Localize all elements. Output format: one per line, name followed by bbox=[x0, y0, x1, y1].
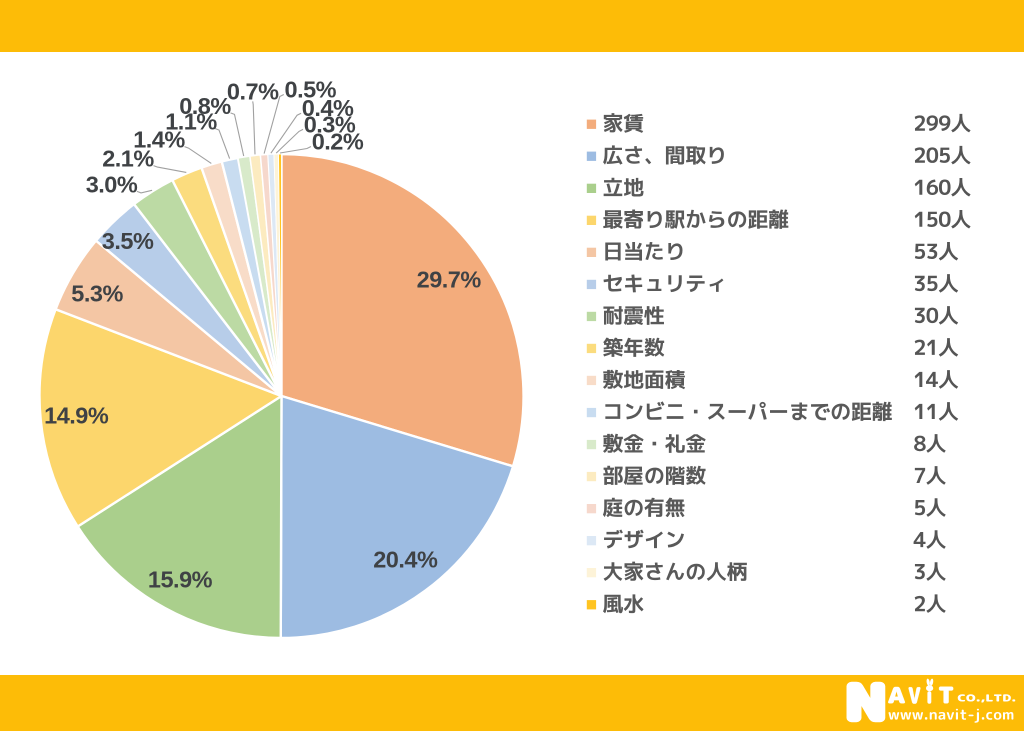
svg-text:2.1%: 2.1% bbox=[102, 146, 154, 172]
svg-text:15.9%: 15.9% bbox=[148, 567, 213, 593]
svg-text:5.3%: 5.3% bbox=[71, 280, 123, 306]
svg-text:0.5%: 0.5% bbox=[285, 77, 337, 103]
svg-text:0.2%: 0.2% bbox=[312, 129, 364, 155]
svg-text:0.3%: 0.3% bbox=[304, 111, 356, 137]
svg-text:0.8%: 0.8% bbox=[179, 93, 231, 119]
svg-text:3.5%: 3.5% bbox=[102, 228, 154, 254]
svg-text:0.7%: 0.7% bbox=[227, 78, 279, 104]
svg-text:20.4%: 20.4% bbox=[373, 547, 438, 573]
svg-text:3.0%: 3.0% bbox=[86, 171, 138, 197]
svg-text:14.9%: 14.9% bbox=[44, 403, 109, 429]
svg-text:1.1%: 1.1% bbox=[165, 109, 217, 135]
svg-text:29.7%: 29.7% bbox=[417, 267, 482, 293]
svg-text:0.4%: 0.4% bbox=[302, 95, 354, 121]
svg-text:1.4%: 1.4% bbox=[133, 127, 185, 153]
